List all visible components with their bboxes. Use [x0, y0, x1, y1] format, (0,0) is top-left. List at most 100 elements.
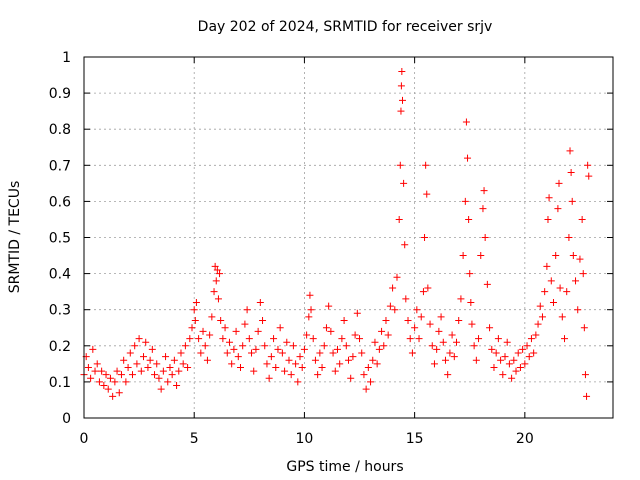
data-point [173, 382, 181, 390]
data-point [543, 262, 551, 270]
data-point [170, 356, 178, 364]
data-point [122, 378, 130, 386]
data-point [320, 342, 328, 350]
data-point [236, 363, 244, 371]
data-point [468, 320, 476, 328]
y-tick-label: 0.5 [49, 231, 71, 247]
data-point [510, 356, 518, 364]
data-point [448, 331, 456, 339]
data-point [464, 154, 472, 162]
data-point [184, 363, 192, 371]
data-point [120, 356, 128, 364]
data-point [91, 367, 99, 375]
data-point [144, 363, 152, 371]
data-point [265, 374, 273, 382]
data-point [398, 67, 406, 75]
data-point [336, 360, 344, 368]
data-point [219, 335, 227, 343]
data-point [188, 324, 196, 332]
data-point [213, 266, 221, 274]
data-point [470, 342, 478, 350]
data-point [314, 371, 322, 379]
data-point [181, 342, 189, 350]
data-point [402, 295, 410, 303]
data-point [428, 342, 436, 350]
data-point [554, 205, 562, 213]
chart-title: Day 202 of 2024, SRMTID for receiver srj… [198, 19, 493, 35]
data-point [191, 317, 199, 325]
data-point [391, 306, 399, 314]
y-tick-label: 0.3 [49, 303, 71, 319]
data-point [197, 349, 205, 357]
data-point [216, 270, 224, 278]
data-point [351, 331, 359, 339]
data-point [140, 353, 148, 361]
data-point [477, 252, 485, 260]
data-point [340, 317, 348, 325]
data-point [400, 179, 408, 187]
data-point [583, 392, 591, 400]
data-point [360, 371, 368, 379]
data-point [157, 385, 165, 393]
data-point [450, 353, 458, 361]
x-tick-label: 15 [406, 431, 424, 447]
data-point [584, 161, 592, 169]
data-point [466, 270, 474, 278]
axis-ticks: 00.10.20.30.40.50.60.70.80.910 5 10 15 20 [49, 50, 613, 447]
data-point [234, 353, 242, 361]
data-point [175, 367, 183, 375]
data-point [516, 363, 524, 371]
data-point [259, 317, 267, 325]
x-tick-label: 10 [296, 431, 314, 447]
data-point [475, 335, 483, 343]
data-point [322, 324, 330, 332]
data-point [462, 118, 470, 126]
data-point [243, 306, 251, 314]
data-point [552, 252, 560, 260]
data-point [131, 342, 139, 350]
data-point [521, 360, 529, 368]
data-point [572, 277, 580, 285]
data-point [109, 392, 117, 400]
data-point [186, 335, 194, 343]
data-point [283, 338, 291, 346]
data-point [567, 169, 575, 177]
data-point [415, 335, 423, 343]
data-point [84, 363, 92, 371]
data-point [367, 378, 375, 386]
data-point [164, 378, 172, 386]
data-point [179, 360, 187, 368]
data-point [364, 363, 372, 371]
data-point [501, 353, 509, 361]
data-point [532, 331, 540, 339]
data-point [306, 291, 314, 299]
data-point [356, 335, 364, 343]
data-point [272, 363, 280, 371]
x-tick-label: 5 [190, 431, 199, 447]
data-point [441, 356, 449, 364]
data-point [395, 215, 403, 223]
y-axis-label: SRMTID / TECUs [7, 181, 23, 294]
data-point [203, 356, 211, 364]
data-point [508, 374, 516, 382]
data-point [580, 324, 588, 332]
data-point [574, 306, 582, 314]
data-point [256, 298, 264, 306]
data-point [263, 360, 271, 368]
data-point [261, 342, 269, 350]
data-point [527, 335, 535, 343]
data-point [389, 284, 397, 292]
data-point [444, 371, 452, 379]
data-point [435, 327, 443, 335]
data-point [329, 349, 337, 357]
data-point [492, 349, 500, 357]
data-point [472, 356, 480, 364]
data-point [393, 273, 401, 281]
data-point [232, 327, 240, 335]
data-point [98, 367, 106, 375]
data-point [270, 335, 278, 343]
data-point [195, 335, 203, 343]
data-point [549, 298, 557, 306]
data-point [338, 335, 346, 343]
data-point [137, 367, 145, 375]
